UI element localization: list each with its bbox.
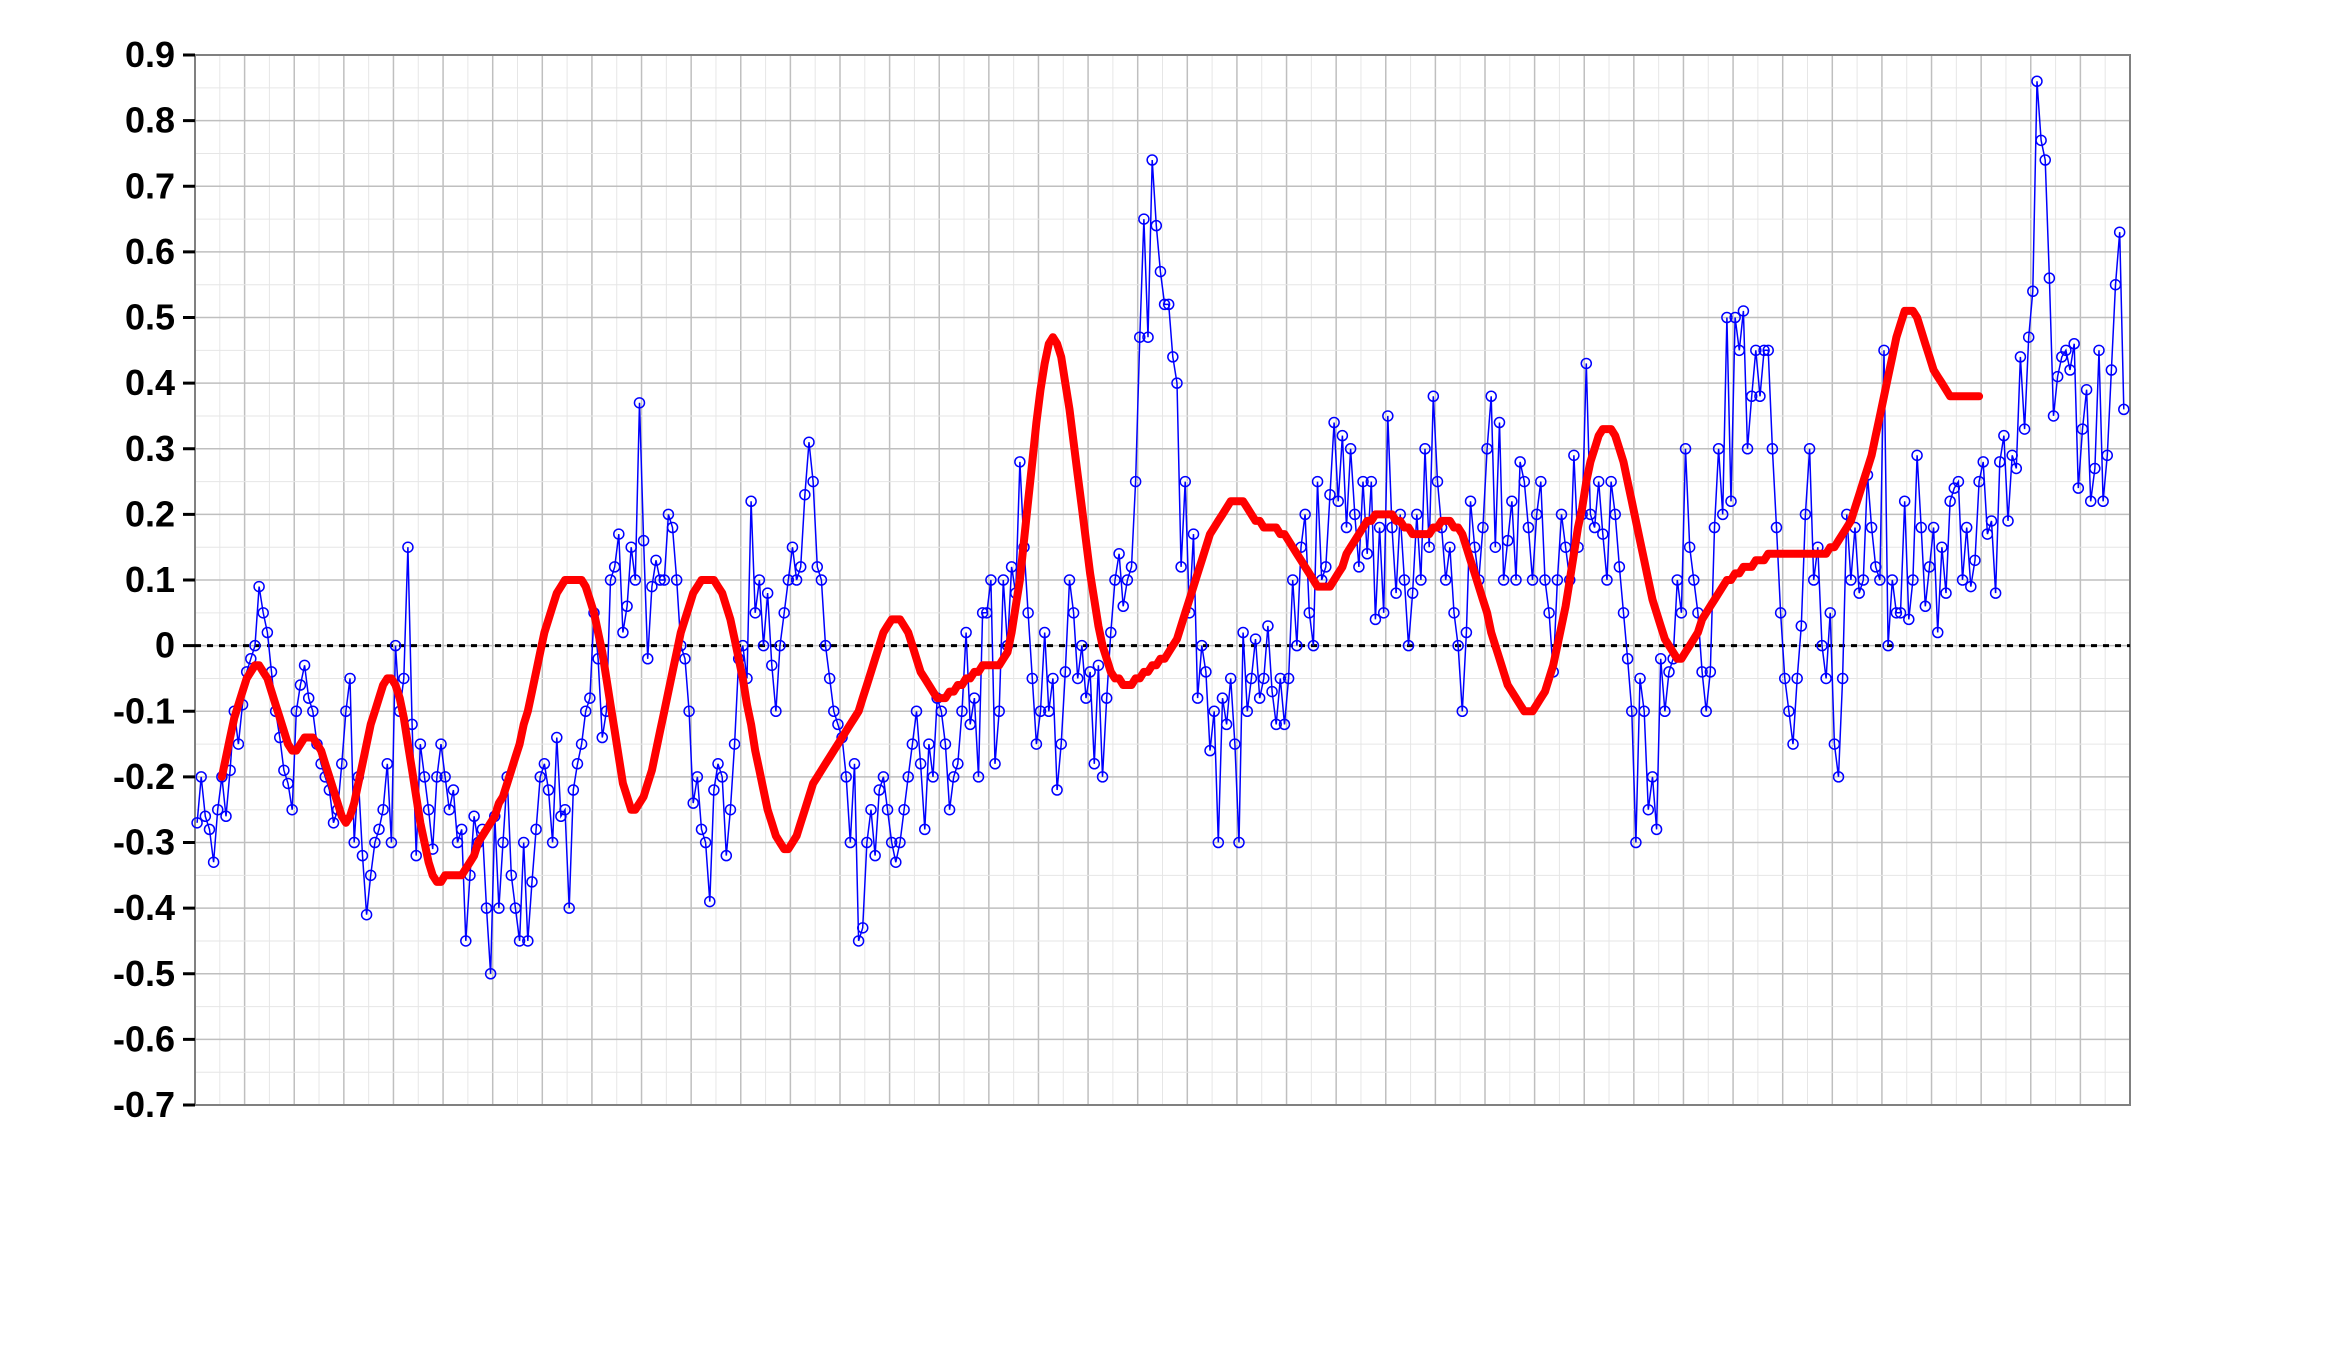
y-tick-label: -0.6 <box>113 1018 175 1059</box>
y-tick-label: -0.3 <box>113 822 175 863</box>
y-tick-label: 0.9 <box>125 34 175 75</box>
chart-root: -0.7 -0.6 -0.5 -0.4 -0.3 -0.2 -0.1 0 0.1 0.2 0.3 0.… <box>0 0 2340 1350</box>
y-tick-label: 0.2 <box>125 493 175 534</box>
y-tick-label: 0.8 <box>125 100 175 141</box>
y-tick-label: 0.7 <box>125 165 175 206</box>
y-tick-label: -0.1 <box>113 690 175 731</box>
y-tick-label: 0 <box>155 625 175 666</box>
y-tick-label: 0.3 <box>125 428 175 469</box>
chart-svg: -0.7 -0.6 -0.5 -0.4 -0.3 -0.2 -0.1 0 0.1 0.2 0.3 0.… <box>0 0 2340 1350</box>
y-tick-label: -0.4 <box>113 887 175 928</box>
y-tick-label: 0.5 <box>125 297 175 338</box>
y-tick-label: 0.6 <box>125 231 175 272</box>
y-tick-label: 0.1 <box>125 559 175 600</box>
y-tick-label: -0.5 <box>113 953 175 994</box>
y-tick-label: -0.2 <box>113 756 175 797</box>
y-tick-label: 0.4 <box>125 362 175 403</box>
y-tick-label: -0.7 <box>113 1084 175 1125</box>
